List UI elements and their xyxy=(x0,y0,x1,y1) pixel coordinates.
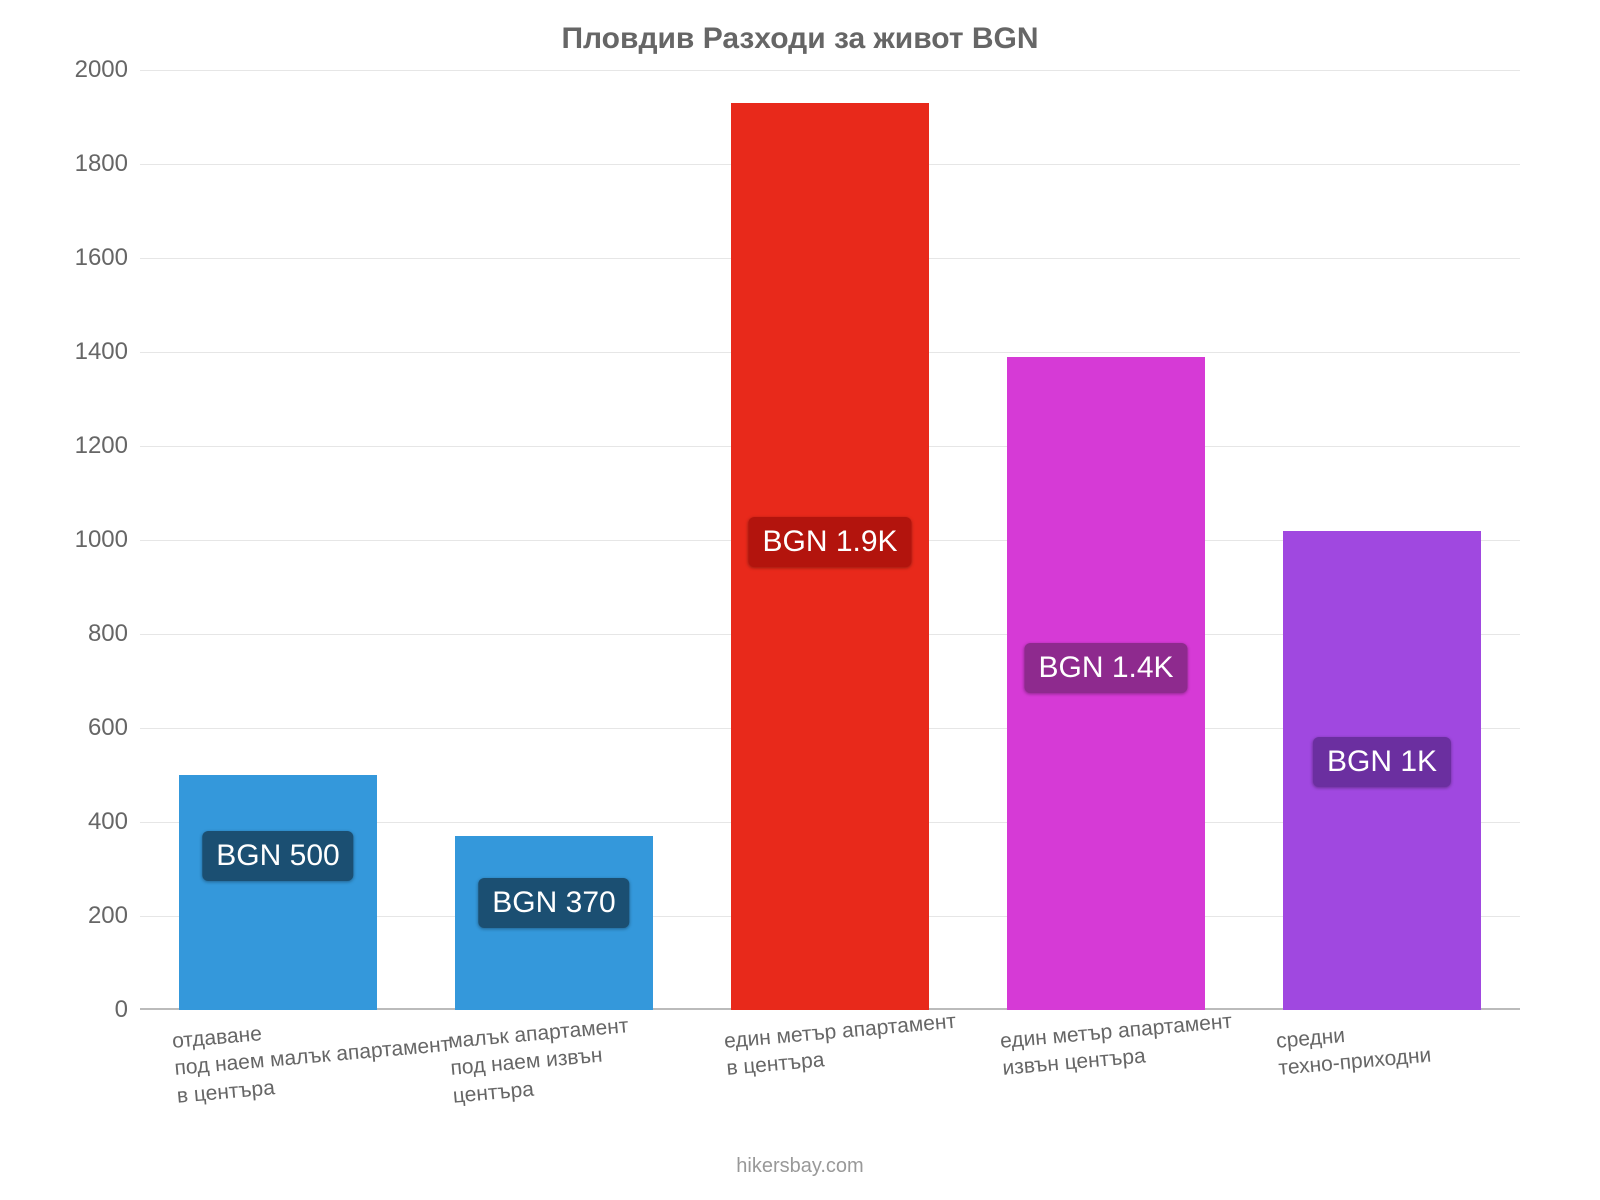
y-tick-label: 800 xyxy=(88,620,140,648)
y-tick-label: 1600 xyxy=(75,244,140,272)
y-tick-label: 0 xyxy=(115,996,140,1024)
source-attribution: hikersbay.com xyxy=(0,1155,1600,1178)
y-tick-label: 200 xyxy=(88,902,140,930)
bar-value-label: BGN 1.9K xyxy=(748,517,911,567)
bar-value-label: BGN 500 xyxy=(202,831,353,881)
x-tick-label: отдаване под наем малък апартамент в цен… xyxy=(171,1004,454,1110)
y-tick-label: 1800 xyxy=(75,150,140,178)
x-tick-label: един метър апартамент извън центъра xyxy=(999,1008,1236,1083)
chart-title: Пловдив Разходи за живот BGN xyxy=(0,22,1600,56)
y-tick-label: 2000 xyxy=(75,56,140,84)
y-tick-label: 1400 xyxy=(75,338,140,366)
bar xyxy=(179,775,378,1010)
x-tick-label: един метър апартамент в центъра xyxy=(723,1008,960,1083)
y-tick-label: 1000 xyxy=(75,526,140,554)
cost-of-living-bar-chart: Пловдив Разходи за живот BGN 02004006008… xyxy=(0,0,1600,1200)
plot-area: 0200400600800100012001400160018002000BGN… xyxy=(140,70,1520,1010)
bar-value-label: BGN 370 xyxy=(478,878,629,928)
y-tick-label: 1200 xyxy=(75,432,140,460)
bar-value-label: BGN 1K xyxy=(1313,737,1451,787)
x-tick-label: средни техно-приходни xyxy=(1275,1015,1432,1083)
gridline xyxy=(140,70,1520,71)
y-tick-label: 600 xyxy=(88,714,140,742)
x-tick-label: малък апартамент под наем извън центъра xyxy=(447,1012,634,1109)
y-tick-label: 400 xyxy=(88,808,140,836)
bar-value-label: BGN 1.4K xyxy=(1024,643,1187,693)
